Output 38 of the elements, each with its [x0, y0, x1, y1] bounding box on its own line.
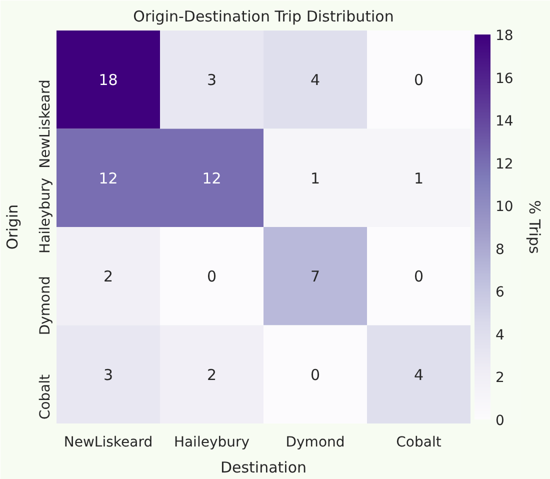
data-label: 2: [103, 268, 114, 286]
color-bar-label: 10: [496, 199, 514, 216]
color-bar-label: 12: [496, 156, 514, 172]
color-bar-title: % Trips: [526, 200, 544, 254]
data-label: 1: [414, 169, 424, 188]
color-bar-label: 6: [496, 284, 504, 301]
y-tick-label: NewLiskeard: [38, 80, 54, 168]
data-label: 12: [98, 169, 118, 188]
chart-title: Origin-Destination Trip Distribution: [133, 8, 394, 26]
data-label: 0: [310, 366, 320, 384]
y-tick-label: Haileybury: [38, 178, 54, 254]
data-label: 2: [206, 366, 217, 384]
data-label: 7: [310, 268, 320, 286]
color-bar-label: 8: [496, 242, 504, 258]
color-bar-label: 18: [496, 28, 514, 44]
color-bar-label: 0: [496, 413, 504, 429]
y-tick-label: Cobalt: [38, 374, 54, 420]
color-bar-label: 4: [496, 327, 504, 344]
x-tick-label: Cobalt: [396, 434, 442, 450]
x-tick-label: Haileybury: [174, 434, 250, 450]
color-bar-label: 2: [496, 370, 504, 386]
y-tick-label: Dymond: [38, 276, 54, 336]
data-label: 0: [414, 268, 424, 286]
data-label: 3: [206, 71, 217, 90]
color-bar-label: 14: [496, 114, 514, 130]
x-axis-title: Destination: [220, 458, 307, 476]
y-axis-title: Origin: [4, 204, 22, 250]
data-label: 0: [206, 268, 217, 286]
data-label: 4: [310, 71, 320, 90]
data-label: 0: [414, 71, 424, 90]
x-tick-label: NewLiskeard: [64, 434, 153, 450]
data-label: 18: [98, 71, 118, 90]
color-bar-label: 16: [496, 70, 514, 87]
data-label: 3: [103, 366, 114, 384]
data-label: 1: [310, 169, 320, 188]
data-label: 4: [414, 366, 424, 384]
x-tick-label: Dymond: [286, 434, 345, 450]
data-label: 12: [202, 169, 222, 188]
